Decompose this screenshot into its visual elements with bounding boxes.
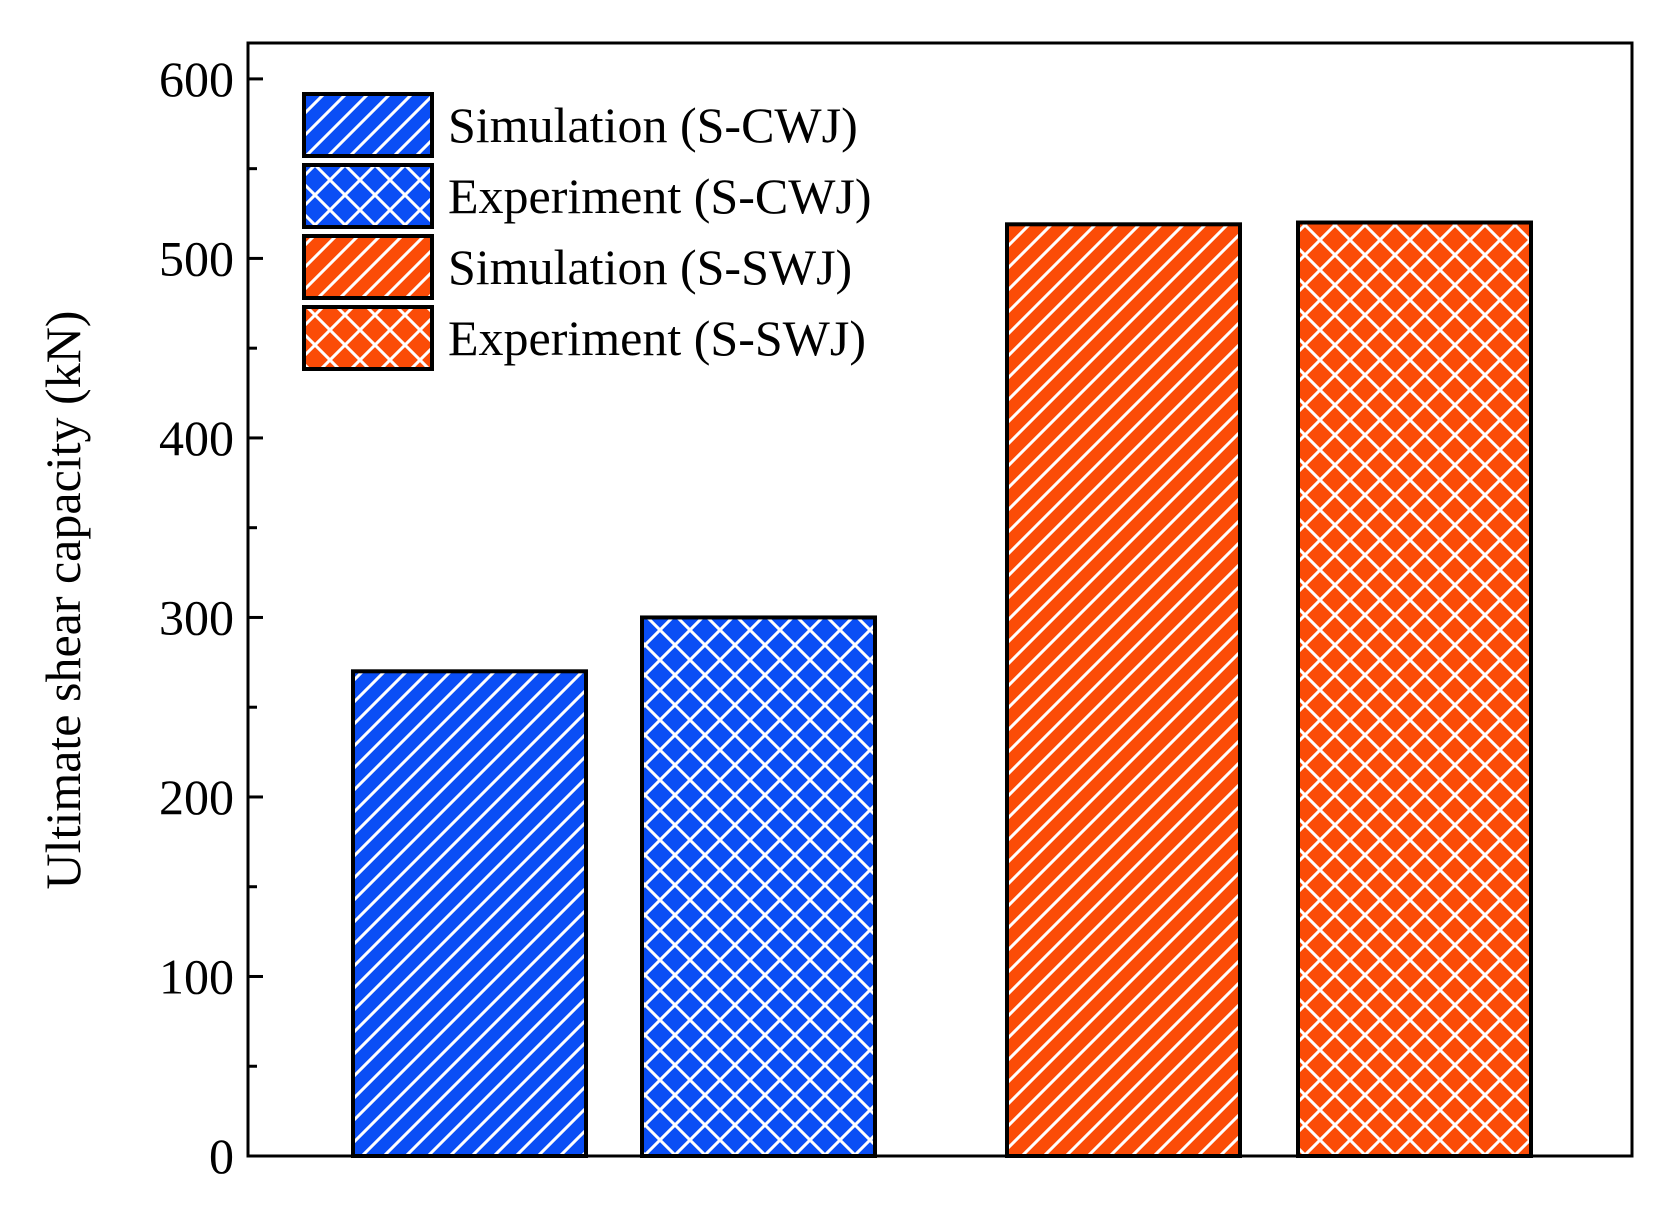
bar-simulation-s-cwj <box>351 669 588 1158</box>
legend-swatch-experiment-s-cwj <box>302 163 434 229</box>
legend-label-experiment-s-cwj: Experiment (S-CWJ) <box>448 168 872 224</box>
bar-experiment-s-swj <box>1296 220 1533 1159</box>
legend: Simulation (S-CWJ) Experiment (S-CWJ) Simu… <box>302 92 872 371</box>
plot-frame <box>246 41 1634 1158</box>
bar-simulation-s-swj <box>1005 222 1242 1159</box>
legend-label-experiment-s-swj: Experiment (S-SWJ) <box>448 310 866 366</box>
y-tick-label-400: 400 <box>159 410 234 466</box>
legend-label-simulation-s-swj: Simulation (S-SWJ) <box>448 239 852 295</box>
y-tick-label-100: 100 <box>159 948 234 1004</box>
y-tick-label-300: 300 <box>159 589 234 645</box>
y-tick-label-500: 500 <box>159 230 234 286</box>
y-axis-title: Ultimate shear capacity (kN) <box>35 311 91 890</box>
legend-swatch-simulation-s-swj <box>302 234 434 300</box>
y-tick-label-0: 0 <box>209 1128 234 1184</box>
bars-layer <box>351 220 1533 1159</box>
bar-experiment-s-cwj <box>640 615 877 1158</box>
legend-swatch-simulation-s-cwj <box>302 92 434 158</box>
axes-layer: 0 100 200 300 400 500 600 <box>159 41 1634 1184</box>
y-tick-label-600: 600 <box>159 51 234 107</box>
legend-label-simulation-s-cwj: Simulation (S-CWJ) <box>448 97 858 153</box>
legend-swatch-experiment-s-swj <box>302 305 434 371</box>
y-tick-label-200: 200 <box>159 769 234 825</box>
